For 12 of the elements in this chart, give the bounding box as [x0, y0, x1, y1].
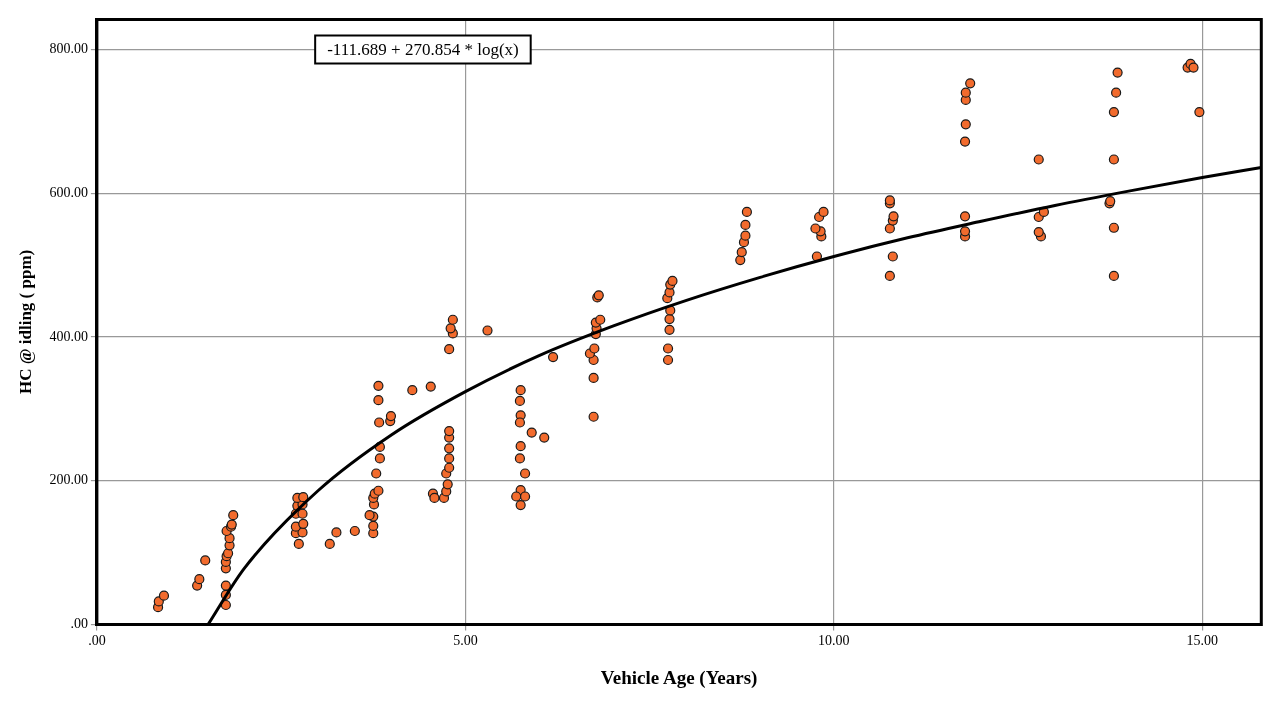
y-tick-label: 200.00 [49, 472, 88, 488]
y-tick-label: 600.00 [49, 184, 88, 200]
x-axis-title: Vehicle Age (Years) [600, 666, 758, 689]
y-axis-title: HC @ idling ( ppm) [15, 249, 35, 395]
y-tick-label: 400.00 [49, 328, 88, 344]
x-tick-label: 10.00 [818, 633, 850, 649]
y-tick-label: 800.00 [49, 41, 88, 57]
y-tick-label: .00 [70, 616, 88, 632]
annotation: -111.689 + 270.854 * log(x) [327, 39, 519, 59]
x-tick-label: .00 [88, 633, 106, 649]
x-tick-label: 15.00 [1186, 633, 1219, 649]
x-tick-label: 5.00 [453, 633, 478, 649]
